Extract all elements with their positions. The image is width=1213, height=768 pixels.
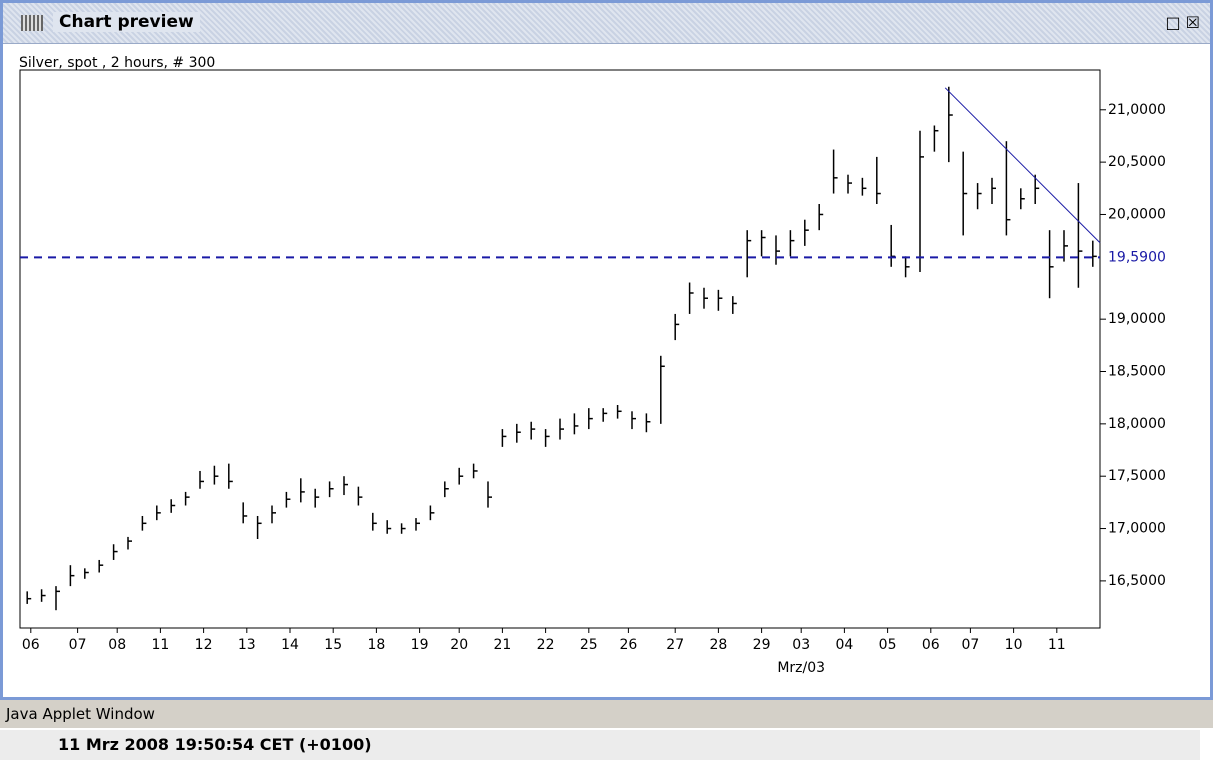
x-tick-label: 03 [792, 637, 810, 653]
y-tick-label: 20,5000 [1108, 154, 1166, 170]
window: Chart preview □ ☒ Silver, spot , 2 hours… [0, 0, 1213, 700]
y-tick-label: 20,0000 [1108, 206, 1166, 222]
x-tick-label: 27 [666, 637, 684, 653]
x-tick-label: 11 [151, 637, 169, 653]
x-tick-label: 22 [537, 637, 555, 653]
x-tick-label: 14 [281, 637, 299, 653]
y-tick-label: 17,0000 [1108, 521, 1166, 537]
x-tick-label: 10 [1005, 637, 1023, 653]
chart: Silver, spot , 2 hours, # 300 16,5000 17,… [19, 55, 1166, 676]
x-tick-label: 04 [835, 637, 853, 653]
x-tick-label: 29 [753, 637, 771, 653]
title-bar: Chart preview □ ☒ [3, 3, 1210, 44]
x-tick-label: 21 [493, 637, 511, 653]
reference-label: 19,5900 [1108, 249, 1166, 265]
x-sublabel: Mrz/03 [777, 660, 825, 676]
x-tick-label: 18 [367, 637, 385, 653]
window-title: Chart preview [53, 12, 200, 32]
chart-title: Silver, spot , 2 hours, # 300 [19, 55, 215, 71]
x-tick-label: 07 [961, 637, 979, 653]
x-tick-label: 26 [619, 637, 637, 653]
x-tick-label: 05 [879, 637, 897, 653]
window-icon [21, 15, 43, 31]
y-tick-label: 19,0000 [1108, 311, 1166, 327]
window-buttons[interactable]: □ ☒ [1165, 13, 1200, 32]
applet-label: Java Applet Window [0, 700, 1213, 728]
x-tick-label: 07 [69, 637, 87, 653]
x-tick-label: 08 [108, 637, 126, 653]
y-tick-label: 18,0000 [1108, 416, 1166, 432]
x-tick-label: 15 [324, 637, 342, 653]
x-tick-label: 28 [709, 637, 727, 653]
x-tick-label: 06 [22, 637, 40, 653]
x-tick-label: 20 [450, 637, 468, 653]
status-text: 11 Mrz 2008 19:50:54 CET (+0100) [0, 730, 1200, 760]
y-tick-label: 18,5000 [1108, 364, 1166, 380]
y-tick-label: 16,5000 [1108, 573, 1166, 589]
y-tick-label: 17,5000 [1108, 468, 1166, 484]
x-tick-label: 12 [195, 637, 213, 653]
x-tick-label: 11 [1048, 637, 1066, 653]
y-tick-label: 21,0000 [1108, 102, 1166, 118]
plot-frame [19, 69, 1101, 629]
x-tick-label: 13 [238, 637, 256, 653]
x-tick-label: 06 [922, 637, 940, 653]
x-tick-label: 19 [411, 637, 429, 653]
trendline [944, 87, 1101, 244]
x-tick-label: 25 [580, 637, 598, 653]
